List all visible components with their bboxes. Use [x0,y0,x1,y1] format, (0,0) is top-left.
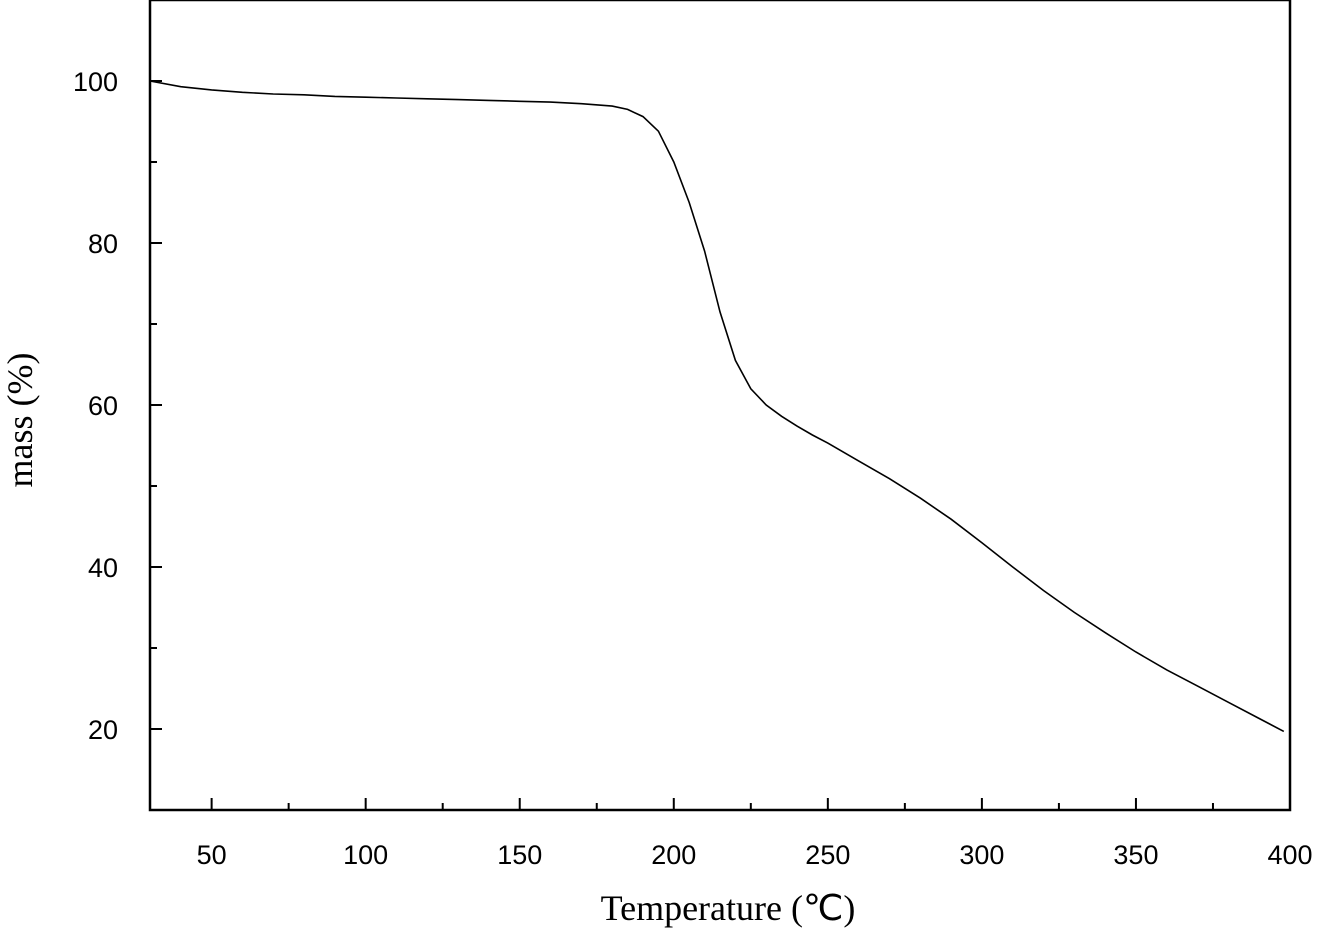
y-tick-label: 100 [73,67,118,97]
y-axis-title: mass (%) [0,353,40,488]
x-tick-label: 400 [1267,840,1312,870]
x-axis-ticks: 50 100 150 200 250 300 350 400 [197,798,1313,870]
y-tick-label: 20 [88,715,118,745]
y-tick-label: 60 [88,391,118,421]
x-tick-label: 50 [197,840,227,870]
x-axis-title: Temperature (℃) [601,888,856,928]
x-tick-label: 200 [651,840,696,870]
y-tick-label: 80 [88,229,118,259]
x-tick-label: 300 [959,840,1004,870]
x-tick-label: 150 [497,840,542,870]
x-tick-label: 100 [343,840,388,870]
plot-frame [148,0,1292,812]
mass-curve [149,80,1285,733]
x-tick-label: 350 [1113,840,1158,870]
y-axis-ticks: 20 40 60 80 100 [73,0,162,745]
x-tick-label: 250 [805,840,850,870]
y-tick-label: 40 [88,553,118,583]
